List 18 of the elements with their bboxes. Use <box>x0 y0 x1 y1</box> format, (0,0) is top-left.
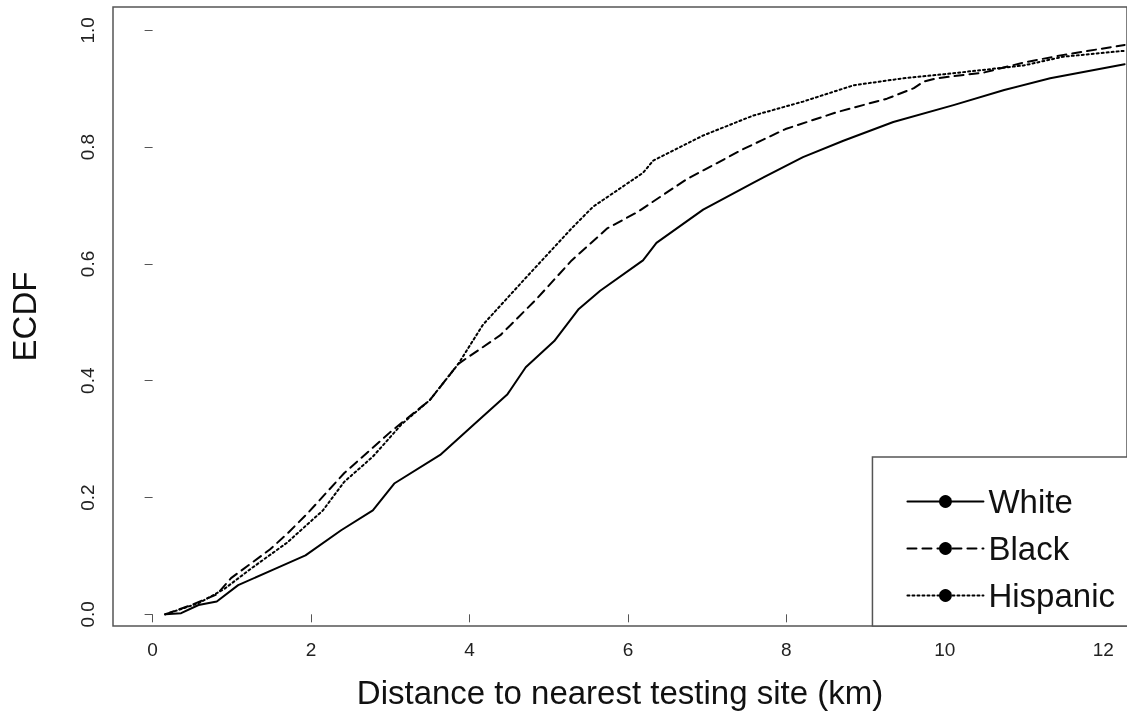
x-tick-label: 12 <box>1092 639 1114 660</box>
x-tick-label: 0 <box>147 639 158 660</box>
legend-label: White <box>988 483 1073 520</box>
legend-label: Black <box>988 530 1070 567</box>
y-tick-label: 0.2 <box>77 484 98 511</box>
y-tick-label: 0.4 <box>77 367 98 394</box>
y-axis-title: ECDF <box>6 271 43 362</box>
x-tick-label: 10 <box>934 639 956 660</box>
x-tick-label: 4 <box>464 639 476 660</box>
x-tick-label: 8 <box>781 639 792 660</box>
x-axis-title: Distance to nearest testing site (km) <box>356 674 884 711</box>
y-tick-label: 0.0 <box>77 601 98 628</box>
y-tick-label: 0.8 <box>77 133 98 161</box>
y-tick-label: 0.6 <box>77 250 98 278</box>
x-tick-label: 6 <box>622 639 634 660</box>
y-tick-label: 1.0 <box>77 17 98 44</box>
legend-label: Hispanic <box>988 577 1116 614</box>
x-tick-label: 2 <box>305 639 317 660</box>
